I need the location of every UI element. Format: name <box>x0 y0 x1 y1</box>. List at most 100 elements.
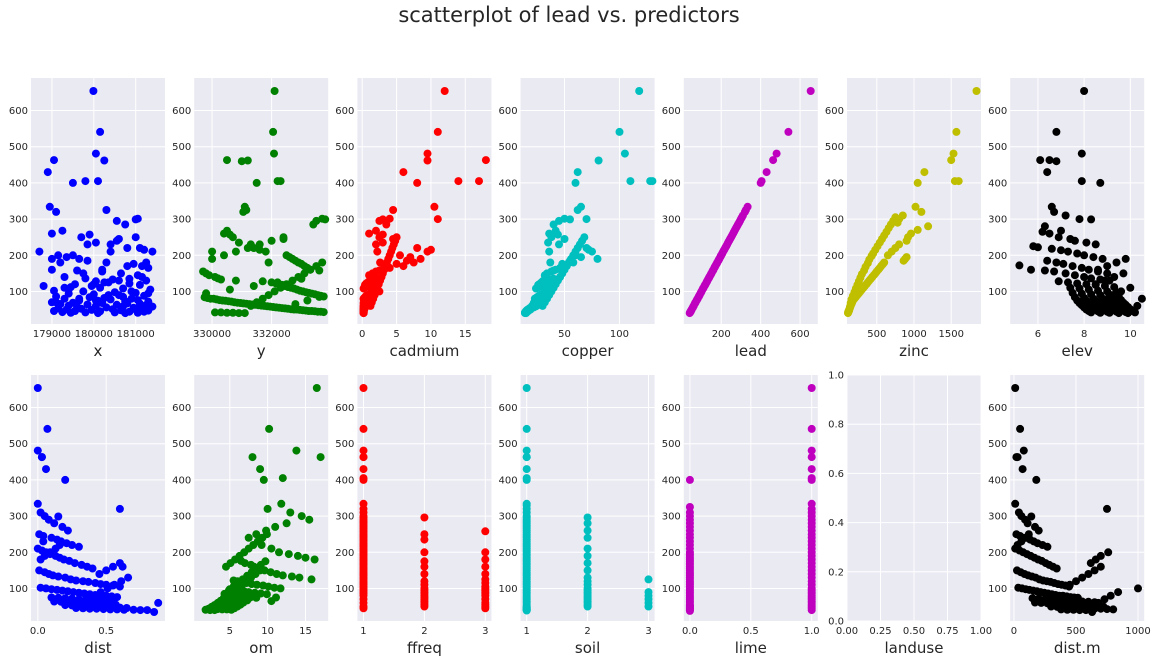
data-point <box>295 573 304 582</box>
y-tick-label: 600 <box>662 106 681 117</box>
data-point <box>98 265 107 274</box>
data-point <box>255 240 264 249</box>
x-tick-label: 0.5 <box>743 626 759 637</box>
x-axis-label: lead <box>735 342 767 360</box>
x-tick-label: 15 <box>299 626 312 637</box>
data-point <box>1077 263 1086 272</box>
data-point <box>372 240 380 249</box>
data-point <box>267 544 276 553</box>
data-point <box>240 559 249 568</box>
data-point <box>258 294 267 303</box>
x-tick-label: 3 <box>645 626 651 637</box>
data-point <box>1080 87 1089 95</box>
data-point <box>39 537 48 546</box>
data-point <box>373 274 382 283</box>
data-point <box>686 307 695 316</box>
data-point <box>263 504 272 513</box>
data-point <box>1103 269 1112 278</box>
data-point <box>55 541 64 549</box>
data-point <box>522 309 531 318</box>
data-point <box>270 287 279 296</box>
y-tick-label: 100 <box>499 584 518 595</box>
data-point <box>1011 384 1020 392</box>
data-point <box>131 233 140 242</box>
data-point <box>252 530 261 539</box>
data-point <box>253 580 261 589</box>
x-tick-label: 0.75 <box>936 626 958 637</box>
data-point <box>769 156 778 165</box>
data-point <box>148 247 157 256</box>
data-point <box>278 474 287 483</box>
data-point <box>1052 564 1061 573</box>
x-tick-label: 2 <box>421 626 427 637</box>
data-point <box>1057 246 1065 255</box>
data-point <box>120 605 128 614</box>
y-tick-label: 400 <box>9 475 28 486</box>
data-point <box>208 247 217 256</box>
data-point <box>481 604 490 613</box>
data-point <box>359 384 368 392</box>
data-point <box>1103 605 1111 614</box>
data-point <box>1110 273 1119 281</box>
data-point <box>54 512 63 521</box>
data-point <box>223 156 231 165</box>
data-point <box>1114 588 1123 597</box>
data-point <box>917 207 926 216</box>
x-tick-label: 2 <box>584 626 590 637</box>
y-tick-label: 300 <box>335 215 354 226</box>
data-point <box>807 424 816 433</box>
data-point <box>102 206 111 214</box>
data-point <box>133 308 142 317</box>
data-point <box>279 233 288 242</box>
data-point <box>246 301 255 310</box>
data-point <box>272 570 281 578</box>
data-point <box>282 519 291 528</box>
data-point <box>685 475 694 484</box>
data-point <box>315 292 324 301</box>
data-point <box>902 236 911 245</box>
data-point <box>1069 605 1078 614</box>
data-point <box>75 254 84 263</box>
x-tick-label: 0 <box>1011 626 1017 637</box>
data-point <box>433 215 442 224</box>
x-tick-label: 6 <box>1035 329 1041 340</box>
y-tick-label: 500 <box>335 439 354 450</box>
data-point <box>291 300 300 309</box>
data-point <box>63 526 72 535</box>
y-tick-label: 600 <box>172 403 191 414</box>
data-point <box>102 303 111 312</box>
data-point <box>112 236 121 245</box>
data-point <box>1019 446 1028 455</box>
data-point <box>949 149 958 158</box>
data-point <box>1043 542 1052 551</box>
data-point <box>50 307 58 315</box>
data-point <box>123 262 132 271</box>
data-point <box>261 247 270 256</box>
data-point <box>1082 238 1091 247</box>
y-tick-label: 100 <box>9 584 28 595</box>
data-point <box>1087 215 1096 224</box>
y-tick-label: 400 <box>825 178 844 189</box>
data-point <box>119 292 128 301</box>
data-point <box>1103 262 1112 271</box>
data-point <box>594 156 603 165</box>
data-point <box>81 308 90 317</box>
y-tick-label: 300 <box>9 512 28 523</box>
data-point <box>43 168 52 177</box>
data-point <box>258 277 267 286</box>
x-axis-label: landuse <box>885 639 944 657</box>
data-point <box>242 206 251 214</box>
y-tick-label: 200 <box>499 251 518 262</box>
y-tick-label: 100 <box>662 584 681 595</box>
y-tick-label: 200 <box>9 548 28 559</box>
data-point <box>807 446 816 455</box>
data-point <box>1124 309 1132 318</box>
data-point <box>1016 424 1025 433</box>
data-point <box>150 608 159 616</box>
x-axis-label: cadmium <box>389 342 459 360</box>
x-tick-label: 181000 <box>117 329 155 340</box>
y-tick-label: 200 <box>825 251 844 262</box>
data-point <box>522 384 531 392</box>
y-tick-label: 100 <box>9 287 28 298</box>
